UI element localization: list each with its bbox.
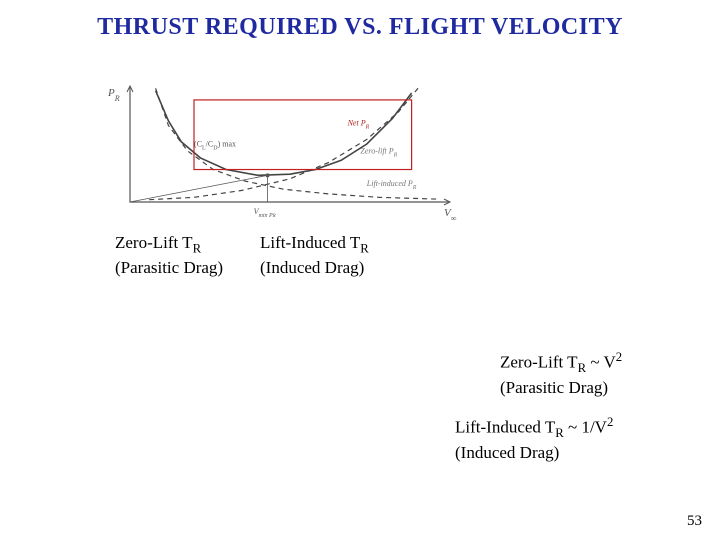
slide-root: THRUST REQUIRED VS. FLIGHT VELOCITY PR V∞… bbox=[0, 0, 720, 540]
chart-svg: PR V∞ Net PR Zero-lift PR Lift-induced PR (CL… bbox=[100, 80, 460, 220]
series-label-zero-lift: Zero-lift PR bbox=[360, 146, 397, 158]
tangent-line bbox=[130, 175, 268, 202]
page-number-text: 53 bbox=[687, 513, 702, 529]
text: Lift-Induced T bbox=[260, 233, 360, 252]
text-line2: (Parasitic Drag) bbox=[115, 258, 223, 277]
text-line2: (Induced Drag) bbox=[455, 443, 559, 462]
series-label-net-pr: Net PR bbox=[347, 118, 370, 130]
label-lift-induced-mid: Lift-Induced TR (Induced Drag) bbox=[260, 232, 369, 279]
text-sub: R bbox=[578, 361, 587, 375]
text-sup: 2 bbox=[607, 415, 613, 429]
text-line2: (Parasitic Drag) bbox=[500, 378, 608, 397]
min-marker-dot bbox=[266, 173, 270, 177]
text-b: ~ 1/V bbox=[564, 418, 607, 437]
thrust-required-chart: PR V∞ Net PR Zero-lift PR Lift-induced PR (CL… bbox=[100, 80, 460, 220]
text: Zero-Lift T bbox=[500, 353, 578, 372]
series-label-lift-induced: Lift-induced PR bbox=[366, 179, 417, 191]
text-sub: R bbox=[193, 241, 202, 255]
label-zero-lift-right: Zero-Lift TR ~ V2 (Parasitic Drag) bbox=[500, 350, 622, 398]
v-min-pr-label: Vmin PR bbox=[254, 207, 276, 219]
text-sub: R bbox=[555, 426, 564, 440]
text: Lift-Induced T bbox=[455, 418, 555, 437]
page-number: 53 bbox=[687, 513, 702, 530]
annotation-box bbox=[194, 100, 412, 170]
text-line2: (Induced Drag) bbox=[260, 258, 364, 277]
y-axis-label: PR bbox=[107, 87, 120, 103]
label-lift-induced-right: Lift-Induced TR ~ 1/V2 (Induced Drag) bbox=[455, 415, 613, 463]
clcd-max-label: (CL/CD) max bbox=[194, 139, 236, 151]
slide-title: THRUST REQUIRED VS. FLIGHT VELOCITY bbox=[0, 14, 720, 41]
title-text: THRUST REQUIRED VS. FLIGHT VELOCITY bbox=[97, 14, 623, 40]
text-sup: 2 bbox=[616, 350, 622, 364]
text-sub: R bbox=[360, 241, 369, 255]
x-axis-label: V∞ bbox=[444, 207, 457, 220]
text-b: ~ V bbox=[586, 353, 616, 372]
label-zero-lift-left: Zero-Lift TR (Parasitic Drag) bbox=[115, 232, 223, 279]
text: Zero-Lift T bbox=[115, 233, 193, 252]
